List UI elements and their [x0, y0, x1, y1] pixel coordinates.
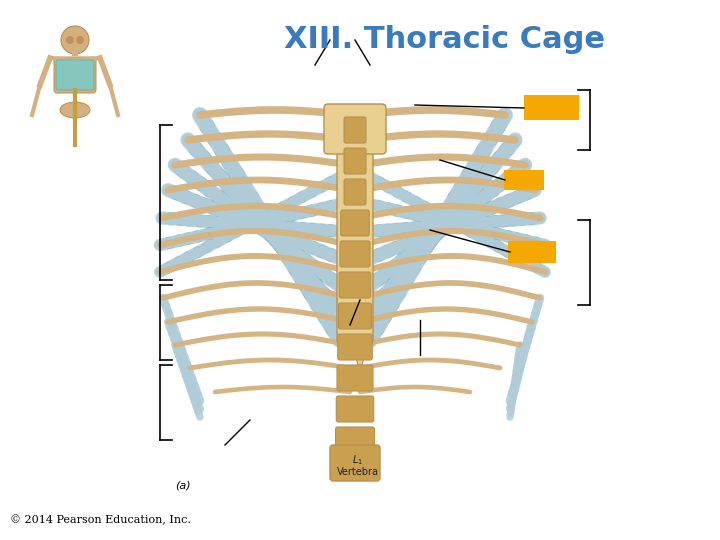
Ellipse shape: [60, 102, 90, 118]
FancyBboxPatch shape: [336, 427, 374, 453]
Circle shape: [76, 36, 84, 44]
FancyBboxPatch shape: [338, 334, 372, 360]
Circle shape: [66, 36, 74, 44]
FancyBboxPatch shape: [340, 241, 370, 267]
FancyBboxPatch shape: [54, 57, 96, 93]
Bar: [72, 44, 78, 56]
FancyBboxPatch shape: [344, 117, 366, 143]
FancyBboxPatch shape: [337, 137, 373, 343]
Text: XIII. Thoracic Cage: XIII. Thoracic Cage: [284, 25, 606, 54]
Text: Vertebra: Vertebra: [337, 467, 379, 477]
Bar: [508, 241, 556, 263]
FancyBboxPatch shape: [344, 179, 366, 205]
Text: © 2014 Pearson Education, Inc.: © 2014 Pearson Education, Inc.: [10, 515, 191, 525]
FancyBboxPatch shape: [338, 303, 372, 329]
FancyBboxPatch shape: [337, 365, 373, 391]
FancyBboxPatch shape: [336, 396, 374, 422]
Text: $L_1$: $L_1$: [353, 453, 364, 467]
Text: (a): (a): [175, 481, 191, 491]
FancyBboxPatch shape: [330, 445, 380, 481]
FancyBboxPatch shape: [341, 210, 369, 236]
Circle shape: [61, 26, 89, 54]
Bar: [524, 95, 579, 120]
FancyBboxPatch shape: [56, 60, 94, 90]
FancyBboxPatch shape: [344, 148, 366, 174]
Polygon shape: [352, 340, 368, 365]
FancyBboxPatch shape: [324, 104, 386, 154]
Bar: [504, 170, 544, 190]
FancyBboxPatch shape: [339, 272, 371, 298]
